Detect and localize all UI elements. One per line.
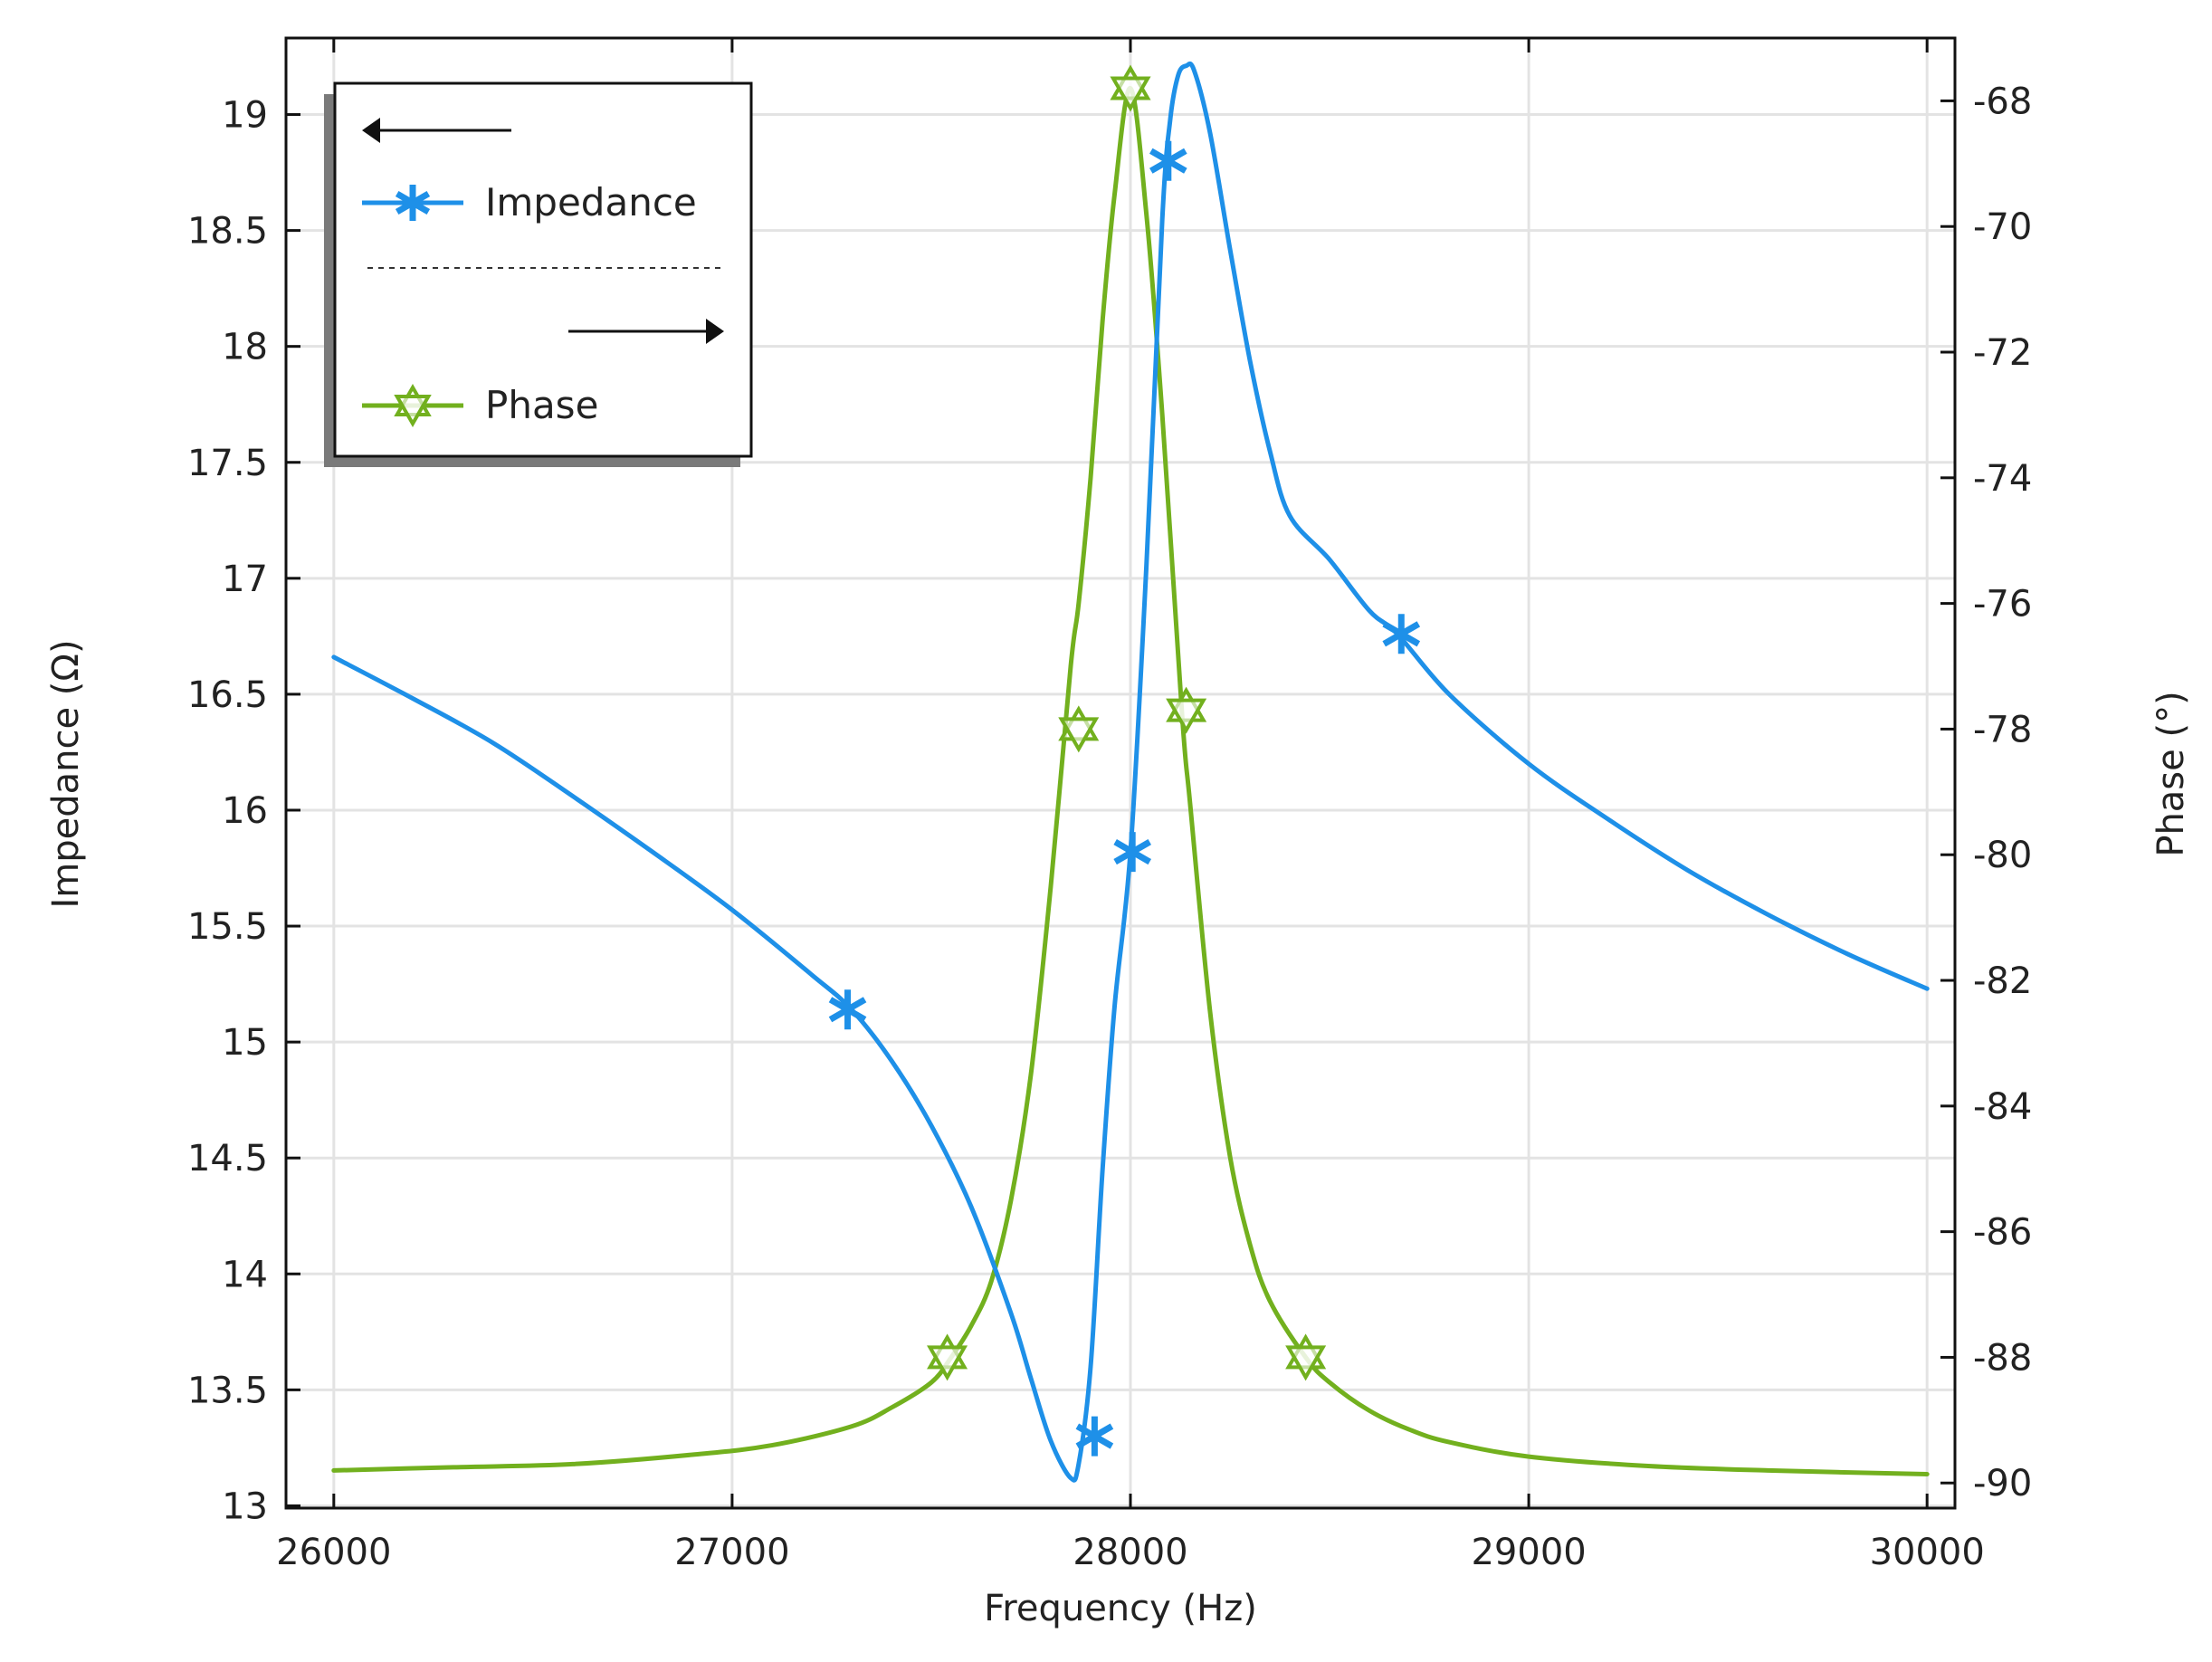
phase-marker — [927, 1333, 968, 1381]
phase-marker — [1058, 705, 1100, 753]
phase-marker — [1166, 686, 1207, 734]
y-tick-label: 18.5 — [187, 211, 268, 253]
y2-tick-label: -84 — [1973, 1086, 2032, 1128]
legend-hexagram-icon — [394, 383, 432, 428]
y2-tick-label: -78 — [1973, 709, 2032, 750]
y-tick-label: 17 — [222, 559, 268, 600]
phase-marker — [1285, 1333, 1327, 1381]
y-axis-title: Impedance (Ω) — [45, 639, 87, 908]
legend-phase-marker — [394, 383, 432, 428]
legend-right-arrow-head — [706, 319, 724, 344]
x-axis-title: Frequency (Hz) — [984, 1588, 1257, 1629]
x-tick-label: 29000 — [1471, 1532, 1586, 1573]
x-tick-label: 30000 — [1870, 1532, 1985, 1573]
impedance-marker — [1149, 140, 1187, 181]
y2-tick-label: -82 — [1973, 960, 2032, 1002]
y-tick-label: 17.5 — [187, 443, 268, 484]
y2-tick-label: -70 — [1973, 206, 2032, 248]
y-tick-label: 13.5 — [187, 1370, 268, 1411]
y-tick-label: 15 — [222, 1022, 268, 1064]
legend-asterisk-icon — [395, 185, 431, 221]
y2-tick-label: -76 — [1973, 584, 2032, 626]
legend-impedance-label: Impedance — [485, 180, 697, 224]
phase-marker — [1110, 64, 1151, 112]
y2-tick-label: -86 — [1973, 1212, 2032, 1254]
grid-lines — [286, 38, 1955, 1508]
legend-impedance-marker — [395, 185, 431, 221]
y-tick-label: 13 — [222, 1485, 268, 1527]
legend-phase-label: Phase — [485, 383, 598, 427]
legend-left-arrow-head — [362, 118, 380, 143]
impedance-marker — [828, 989, 867, 1030]
markers-layer — [828, 64, 1421, 1457]
series-line-phase — [331, 85, 1930, 1476]
y2-tick-label: -88 — [1973, 1337, 2032, 1379]
plot-frame — [284, 36, 1957, 1510]
legend: Impedance Phase — [324, 81, 753, 467]
y-tick-label: 15.5 — [187, 906, 268, 948]
y-tick-label: 14 — [222, 1254, 268, 1295]
x-tick-label: 27000 — [674, 1532, 789, 1573]
y2-axis-title: Phase (°) — [2150, 691, 2192, 856]
impedance-marker — [1113, 832, 1152, 873]
impedance-marker — [1382, 614, 1421, 654]
y2-tick-label: -80 — [1973, 835, 2032, 876]
axis-ticks: 26000 27000 28000 29000 30000 13 13.5 14 14.5 15 1… — [187, 38, 2032, 1573]
y-tick-label: 14.5 — [187, 1138, 268, 1180]
x-tick-label: 28000 — [1073, 1532, 1187, 1573]
y-tick-label: 16 — [222, 790, 268, 832]
legend-box — [333, 81, 753, 458]
y-tick-label: 16.5 — [187, 674, 268, 716]
x-tick-label: 26000 — [276, 1532, 391, 1573]
y2-tick-label: -74 — [1973, 458, 2032, 500]
impedance-marker — [1075, 1416, 1114, 1457]
y-tick-label: 19 — [222, 95, 268, 137]
y2-tick-label: -90 — [1973, 1463, 2032, 1504]
y2-tick-label: -68 — [1973, 81, 2032, 122]
y2-tick-label: -72 — [1973, 332, 2032, 374]
y-tick-label: 18 — [222, 327, 268, 368]
